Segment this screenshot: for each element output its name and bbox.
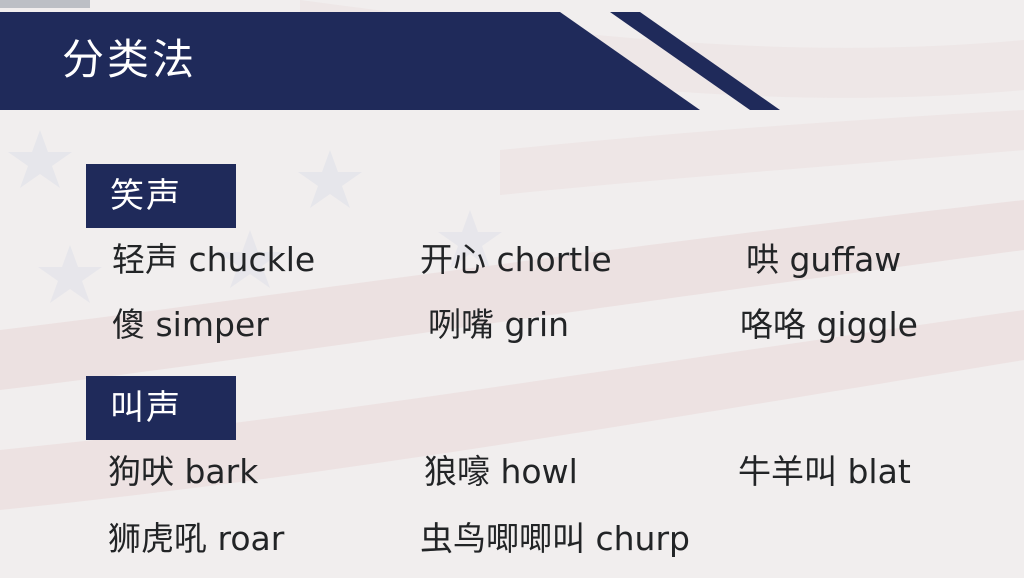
word-item: 狗吠 bark	[108, 452, 259, 491]
section-label-calls: 叫声	[86, 376, 236, 440]
page-title: 分类法	[62, 35, 198, 84]
word-item: 轻声 chuckle	[112, 240, 316, 279]
word-item: 哄 guffaw	[746, 240, 902, 279]
section-label-laughter: 笑声	[86, 164, 236, 228]
word-item: 开心 chortle	[420, 240, 612, 279]
word-item: 狮虎吼 roar	[108, 519, 285, 558]
word-item: 虫鸟唧唧叫 churp	[420, 519, 690, 558]
word-item: 咯咯 giggle	[740, 305, 918, 344]
word-item: 傻 simper	[112, 305, 269, 344]
word-item: 牛羊叫 blat	[738, 452, 911, 491]
word-item: 狼嚎 howl	[424, 452, 578, 491]
title-banner	[0, 12, 700, 110]
top-corner-shape	[0, 0, 90, 8]
word-item: 咧嘴 grin	[428, 305, 570, 344]
